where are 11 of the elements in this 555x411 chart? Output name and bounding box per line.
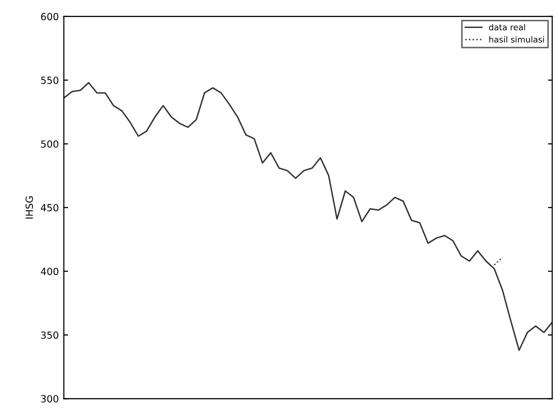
y-tick-label: 600 xyxy=(41,12,58,20)
y-axis-title: IHSG xyxy=(26,196,33,219)
legend-label: hasil simulasi xyxy=(489,36,544,43)
y-tick-label: 500 xyxy=(41,140,58,148)
legend-label: data real xyxy=(489,24,526,30)
y-tick-label: 400 xyxy=(40,268,58,276)
y-tick-label: 550 xyxy=(41,76,58,84)
y-tick-label: 350 xyxy=(41,331,58,339)
y-tick-label: 300 xyxy=(41,395,58,402)
line-series xyxy=(64,82,552,351)
y-tick-label: 450 xyxy=(40,204,58,212)
